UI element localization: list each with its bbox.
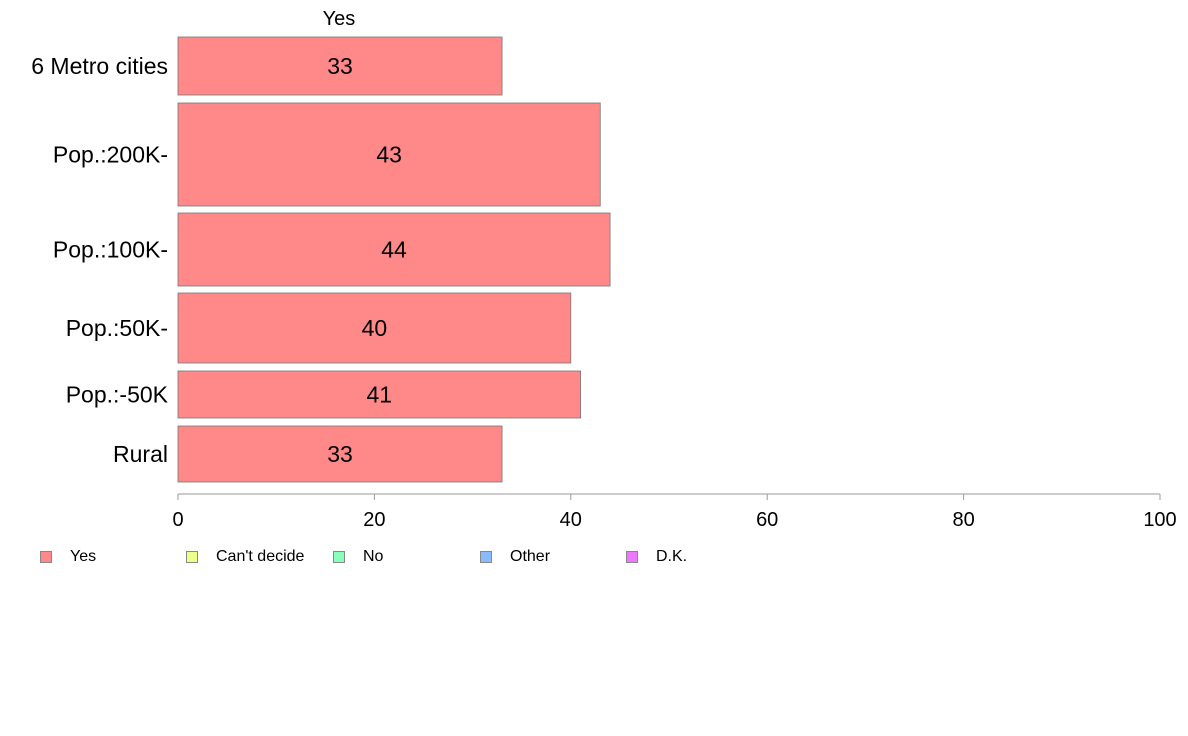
legend-swatch-cant-decide	[186, 551, 198, 563]
data-label-1: 43	[376, 142, 402, 168]
data-label-3: 40	[362, 315, 388, 341]
category-label-4: Pop.:-50K	[66, 382, 169, 408]
legend-item-dk: D.K.	[626, 548, 687, 566]
bar-3	[177, 292, 572, 364]
x-axis: 0 20 40 60 80 100	[172, 493, 1177, 531]
data-label-0: 33	[327, 53, 353, 79]
legend-label-no: No	[363, 548, 384, 565]
legend-label-other: Other	[510, 548, 551, 565]
category-label-0: 6 Metro cities	[31, 53, 168, 79]
x-tick-label-5: 100	[1143, 509, 1176, 531]
x-tick-label-4: 80	[952, 509, 974, 531]
legend-label-cant-decide: Can't decide	[216, 548, 305, 565]
legend-swatch-dk	[626, 551, 638, 563]
chart-title: Yes	[323, 8, 356, 30]
x-tick-label-2: 40	[560, 509, 582, 531]
bar-chart: Yes 33 6 Metro cities 43 Pop.:200K- 44 Pop.:1…	[31, 8, 1177, 531]
legend-item-other: Other	[480, 548, 550, 566]
bars-group: 33 6 Metro cities 43 Pop.:200K- 44 Pop.:100K-…	[31, 36, 611, 483]
legend-label-yes: Yes	[70, 548, 97, 565]
data-label-2: 44	[381, 237, 407, 263]
data-label-5: 33	[327, 441, 353, 467]
legend-swatch-no	[333, 551, 345, 563]
bar-5	[177, 425, 503, 483]
bar-2	[177, 212, 611, 287]
category-label-5: Rural	[113, 441, 168, 467]
legend-label-dk: D.K.	[656, 548, 688, 565]
legend-item-no: No	[333, 548, 383, 566]
category-label-2: Pop.:100K-	[53, 237, 168, 263]
category-label-3: Pop.:50K-	[66, 315, 168, 341]
bar-4	[177, 370, 582, 419]
x-tick-label-0: 0	[172, 509, 183, 531]
x-tick-label-3: 60	[756, 509, 778, 531]
legend-swatch-other	[480, 551, 492, 563]
data-label-4: 41	[367, 382, 393, 408]
x-tick-label-1: 20	[363, 509, 385, 531]
bar-1	[177, 102, 601, 207]
legend-item-cant-decide: Can't decide	[186, 548, 304, 566]
legend-item-yes: Yes	[40, 548, 96, 566]
legend-swatch-yes	[40, 551, 52, 563]
category-label-1: Pop.:200K-	[53, 142, 168, 168]
bar-0	[177, 36, 503, 96]
legend: Yes Can't decide No Other D.K.	[0, 548, 1188, 570]
